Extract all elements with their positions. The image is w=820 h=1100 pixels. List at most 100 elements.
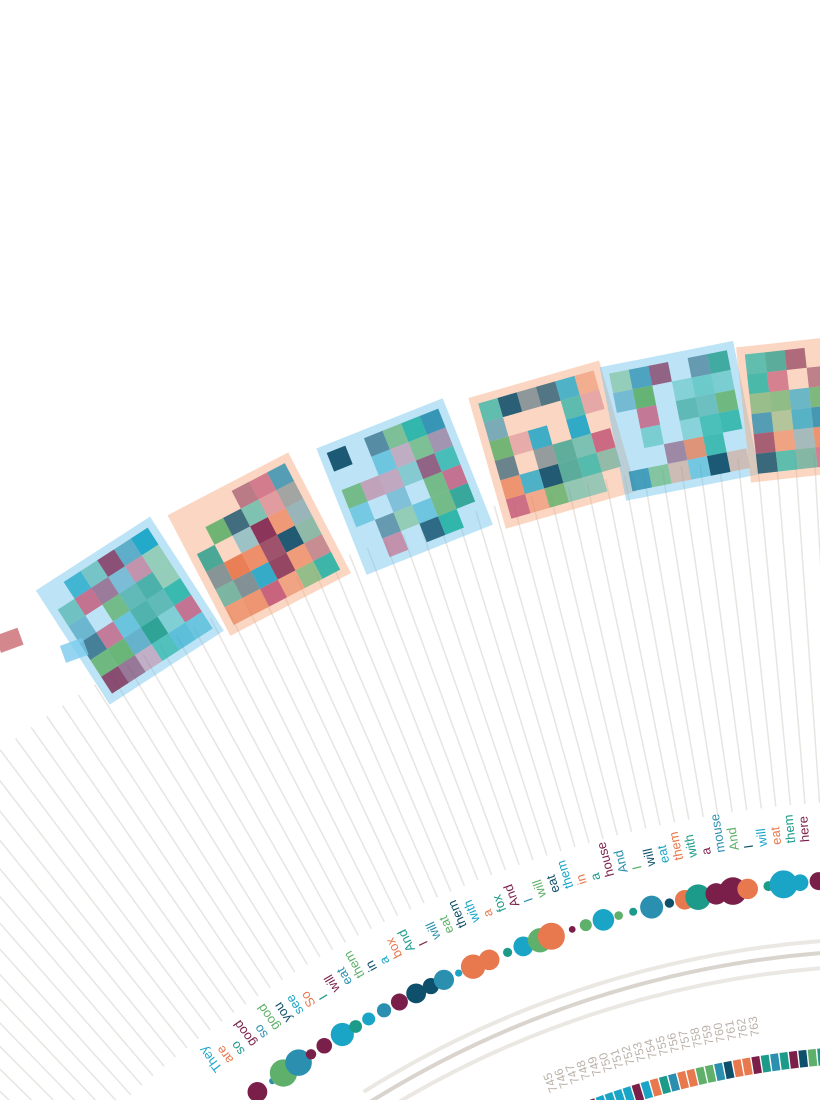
heatmap-cell — [667, 460, 692, 484]
heatmap-cell — [129, 599, 158, 628]
line-number: 759 — [699, 1023, 717, 1046]
heatmap-cell — [101, 665, 129, 694]
radial-line — [0, 1045, 55, 1100]
heatmap-cell — [751, 411, 774, 435]
heatmap-cell — [648, 463, 672, 488]
line-number: 755 — [653, 1034, 672, 1057]
heatmap-cell — [613, 389, 637, 413]
radial-line — [402, 534, 520, 866]
heatmap-cell — [687, 354, 712, 378]
color-strip-cell — [677, 1070, 690, 1090]
heatmap-cell — [285, 498, 313, 526]
bubble — [568, 925, 576, 933]
heatmap-cell — [795, 447, 818, 470]
word: And — [724, 826, 742, 851]
line-number: 758 — [687, 1026, 705, 1049]
word: them — [666, 830, 686, 861]
color-strip-cell — [723, 1060, 735, 1080]
word: I — [629, 864, 644, 871]
radial-line — [699, 463, 748, 811]
heatmap-cell — [755, 451, 778, 474]
heatmap-cell — [107, 638, 135, 666]
heatmap-cell — [574, 370, 600, 396]
word: them — [781, 814, 799, 844]
color-strip-cell — [668, 1073, 681, 1092]
heatmap-cell — [579, 389, 605, 415]
bubble — [478, 949, 500, 971]
heatmap-cell — [267, 507, 295, 535]
heatmap-cell — [535, 381, 561, 407]
radial-line — [0, 998, 97, 1100]
heatmap-cell — [412, 497, 439, 524]
bubble — [316, 1037, 333, 1054]
heatmap-cell — [304, 534, 331, 562]
color-strip-cell — [714, 1062, 726, 1081]
radial-line — [30, 726, 235, 1014]
heatmap-cell — [393, 505, 420, 532]
color-strip-cell — [779, 1052, 790, 1070]
heatmap-cell — [679, 416, 704, 441]
word: here — [795, 815, 812, 842]
heatmap-cell — [123, 627, 152, 656]
radial-line — [794, 453, 820, 803]
radial-line — [243, 600, 399, 916]
radial-line — [176, 635, 347, 943]
bubble — [433, 969, 455, 990]
bubble — [349, 1020, 363, 1033]
heatmap-cell — [423, 471, 450, 498]
radial-line — [623, 475, 690, 820]
heatmap-cell — [806, 365, 820, 388]
bubble — [390, 993, 408, 1011]
heatmap-cell — [326, 445, 353, 472]
radial-line — [0, 973, 117, 1100]
heatmap-cell — [360, 475, 387, 502]
radial-line — [0, 810, 188, 1049]
heatmap-cell — [224, 598, 252, 626]
radial-line — [0, 749, 211, 1031]
heatmap-cell — [389, 441, 416, 468]
heatmap-cell — [525, 488, 550, 514]
heatmap-cell — [533, 444, 558, 470]
radial-line — [0, 1022, 76, 1100]
word: eat — [767, 826, 784, 846]
heatmap-cell — [157, 605, 186, 634]
radial-line — [209, 617, 372, 930]
radial-line — [0, 839, 177, 1058]
heatmap-cell — [250, 561, 278, 589]
heatmap-cell — [769, 389, 792, 412]
heatmap-cell — [276, 480, 304, 508]
heatmap-cell — [378, 467, 405, 494]
heatmap-cell — [582, 472, 608, 497]
heatmap-cluster — [35, 516, 224, 705]
radial-line — [77, 694, 271, 989]
heatmap-cell — [695, 393, 719, 417]
color-strip-cell — [658, 1075, 672, 1095]
heatmap-cell — [135, 572, 164, 600]
radial-line — [680, 465, 733, 813]
heatmap-cell — [206, 562, 234, 590]
heatmap-cell — [590, 428, 616, 453]
radial-line — [261, 592, 412, 910]
heatmap-cell — [640, 424, 664, 449]
line-number: 761 — [722, 1019, 739, 1042]
heatmap-cell — [249, 472, 277, 500]
heatmap-cell — [146, 588, 175, 617]
heatmap-cell — [74, 587, 103, 616]
heatmap-cell — [500, 474, 526, 500]
bubble — [305, 1049, 317, 1060]
heatmap-cell — [563, 477, 589, 503]
radial-line — [331, 561, 466, 886]
heatmap-cell — [185, 611, 213, 640]
heatmap-cell — [80, 560, 109, 588]
heatmap-cell — [505, 494, 531, 519]
line-number: 748 — [573, 1058, 593, 1082]
bubble — [502, 947, 513, 958]
heatmap-cell — [113, 610, 141, 639]
radial-line — [110, 674, 296, 973]
radial-line — [46, 715, 247, 1005]
heatmap-cell — [632, 385, 657, 409]
heatmap-cell — [609, 369, 633, 394]
word: I — [316, 992, 331, 1003]
heatmap-cell — [168, 622, 197, 651]
